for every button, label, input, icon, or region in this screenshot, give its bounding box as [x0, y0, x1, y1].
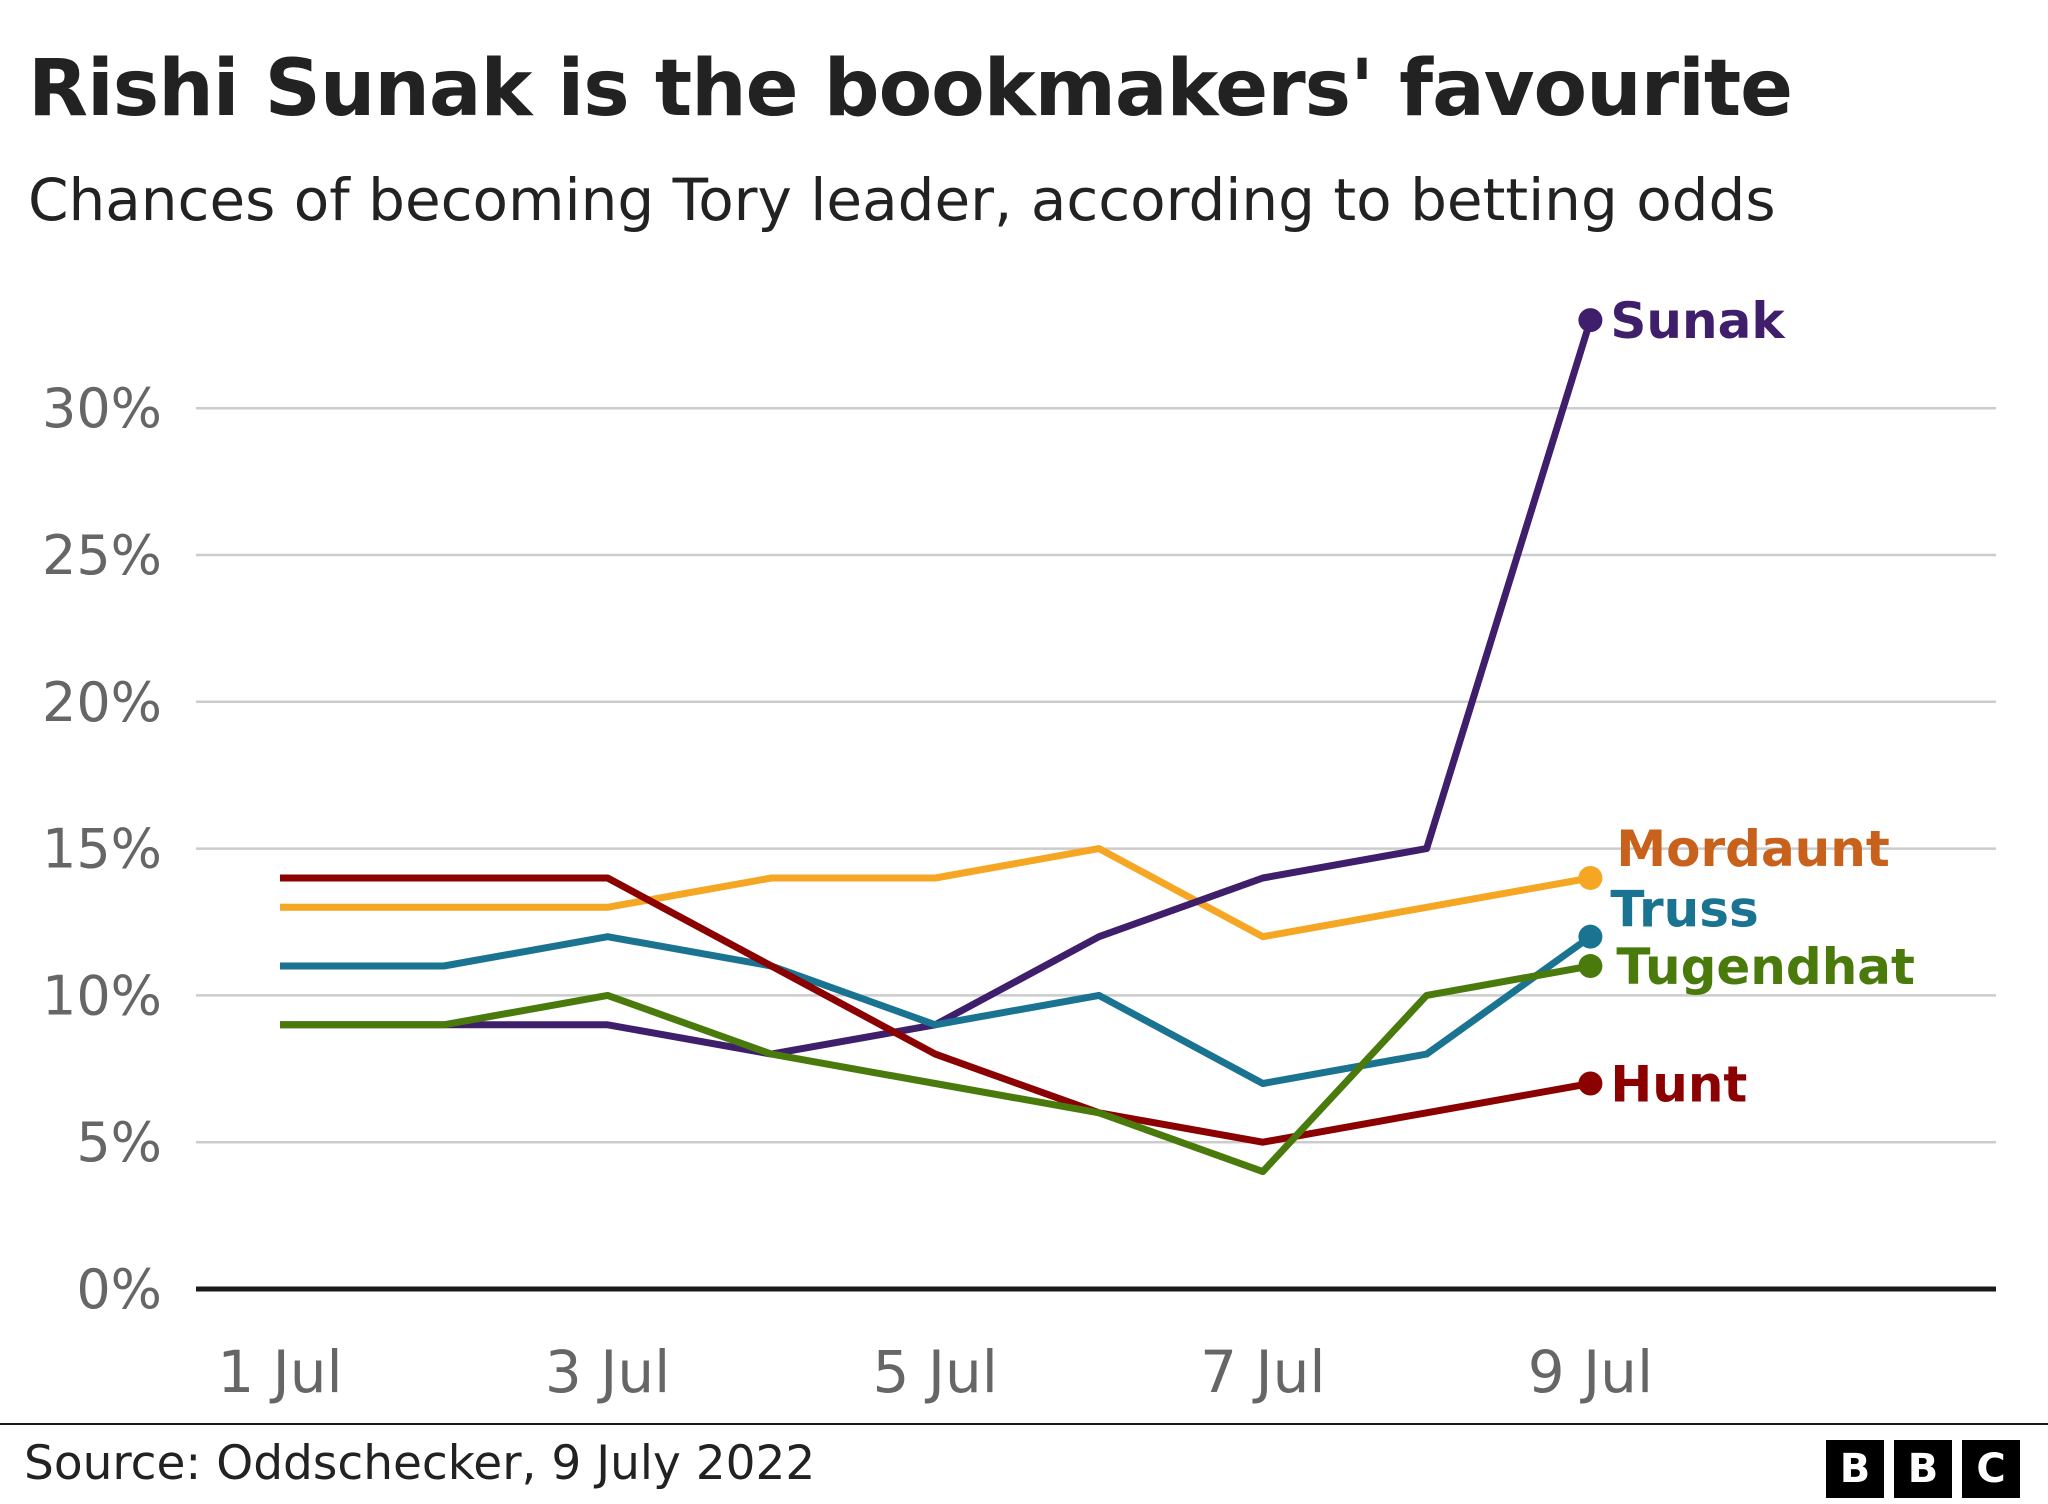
- y-tick-label: 15%: [42, 818, 162, 881]
- series-line-mordaunt: [280, 845, 1592, 941]
- series-label-truss: Truss: [1610, 881, 1758, 939]
- series-label-mordaunt: Mordaunt: [1616, 820, 1889, 878]
- series-end-marker-truss: [1578, 924, 1603, 949]
- y-tick-label: 0%: [76, 1258, 162, 1321]
- series-label-hunt: Hunt: [1610, 1055, 1747, 1113]
- bbc-logo-block: C: [1962, 1440, 2020, 1498]
- chart-subtitle: Chances of becoming Tory leader, accordi…: [28, 166, 1776, 234]
- bbc-logo: B B C: [1826, 1440, 2020, 1498]
- series-label-tugendhat: Tugendhat: [1616, 938, 1915, 996]
- y-tick-label: 10%: [42, 964, 162, 1027]
- series-end-marker-sunak: [1578, 308, 1603, 333]
- series-end-marker-hunt: [1578, 1071, 1603, 1096]
- y-tick-label: 20%: [42, 671, 162, 734]
- chart-title: Rishi Sunak is the bookmakers' favourite: [28, 44, 1793, 134]
- source-note: Source: Oddschecker, 9 July 2022: [24, 1436, 816, 1491]
- x-tick-label: 5 Jul: [873, 1338, 998, 1406]
- y-tick-label: 5%: [76, 1111, 162, 1174]
- x-tick-label: 3 Jul: [545, 1338, 670, 1406]
- series-line-tugendhat: [280, 962, 1592, 1176]
- bbc-logo-block: B: [1894, 1440, 1952, 1498]
- x-tick-label: 1 Jul: [217, 1338, 342, 1406]
- series-line-hunt: [280, 874, 1592, 1146]
- bbc-logo-block: B: [1826, 1440, 1884, 1498]
- x-tick-label: 9 Jul: [1528, 1338, 1653, 1406]
- y-tick-label: 30%: [42, 377, 162, 440]
- series-line-sunak: [280, 319, 1594, 1058]
- series-line-truss: [280, 933, 1593, 1087]
- x-tick-label: 7 Jul: [1200, 1338, 1325, 1406]
- series-end-marker-mordaunt: [1578, 865, 1603, 890]
- series-label-sunak: Sunak: [1610, 292, 1786, 350]
- y-tick-label: 25%: [42, 524, 162, 587]
- series-end-marker-tugendhat: [1578, 954, 1603, 979]
